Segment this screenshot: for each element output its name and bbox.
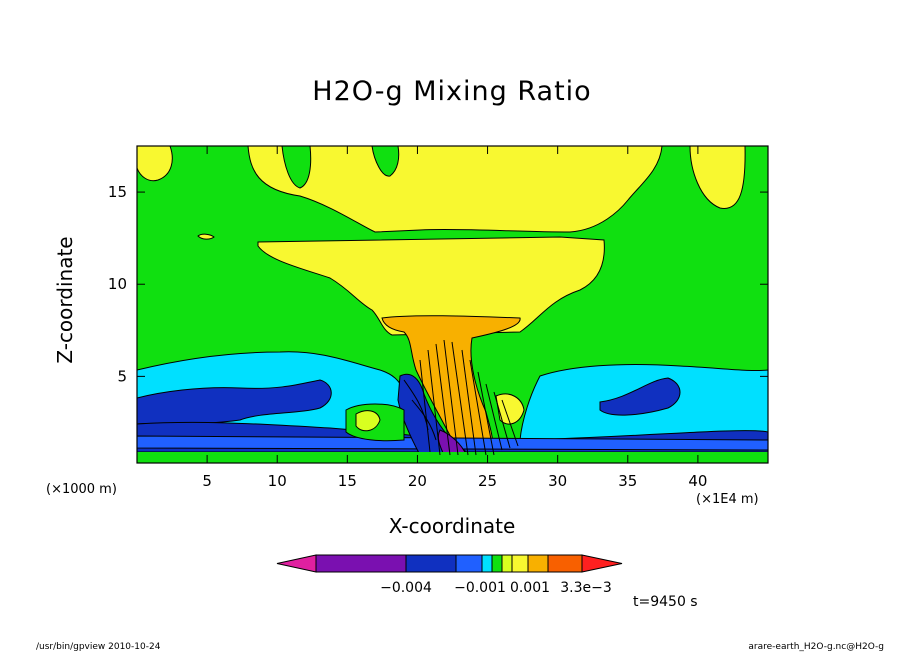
- plot-area: [137, 146, 768, 463]
- x-axis-label: X-coordinate: [388, 514, 516, 538]
- y-tick-label: 5: [117, 367, 127, 385]
- colorbar-segment: [491, 554, 503, 573]
- field-anvil-yellow: [257, 236, 605, 336]
- x-tick-label: 15: [338, 472, 357, 490]
- field-upper-yellow-right: [689, 146, 746, 209]
- x-tick-label: 10: [268, 472, 287, 490]
- contour-lines: [403, 339, 519, 456]
- x-tick-label: 35: [618, 472, 637, 490]
- footer-left: /usr/bin/gpview 2010-10-24: [36, 642, 161, 652]
- y-axis: 5 10 15: [108, 183, 768, 385]
- colorbar-label: 0.001: [510, 580, 550, 596]
- x-tick-label: 20: [408, 472, 427, 490]
- colorbar-segment: [511, 554, 529, 573]
- field-lower-blue-right: [599, 377, 681, 416]
- field-green-gap: [281, 146, 312, 189]
- colorbar-label: −0.001: [454, 580, 506, 596]
- x-axis: 5 10 15 20 25 30 35 40: [202, 146, 707, 490]
- colorbar-segment: [455, 554, 483, 573]
- colorbar-label: −0.004: [380, 580, 432, 596]
- colorbar-label: 3.3e−3: [560, 580, 612, 596]
- field-cluster-blue: [397, 373, 472, 456]
- colorbar-segment: [527, 554, 549, 573]
- colorbar-segment: [481, 554, 493, 573]
- field-green-gap: [371, 146, 400, 177]
- field-upper-yellow: [247, 146, 663, 233]
- y-tick-label: 15: [108, 183, 127, 201]
- footer-right: arare-earth_H2O-g.nc@H2O-g: [748, 642, 884, 652]
- colorbar-segment: [547, 554, 583, 573]
- colorbar-arrow-right: [581, 554, 623, 573]
- colorbar-segment: [405, 554, 457, 573]
- y-axis-label: Z-coordinate: [53, 236, 77, 364]
- colorbar: −0.004 −0.001 0.001 3.3e−3: [276, 554, 623, 596]
- field-upper-yellow-left: [137, 146, 173, 182]
- chart-title: H2O-g Mixing Ratio: [312, 76, 592, 107]
- field-cluster-yellow-left: [355, 410, 381, 432]
- field-anvil-yellow-small: [197, 233, 215, 240]
- colorbar-segment: [315, 554, 407, 573]
- x-tick-label: 30: [548, 472, 567, 490]
- field-orange-core: [381, 315, 521, 456]
- x-tick-label: 25: [478, 472, 497, 490]
- x-unit-right: (×1E4 m): [696, 492, 759, 507]
- x-tick-label: 5: [202, 472, 212, 490]
- time-label: t=9450 s: [633, 594, 698, 610]
- field-bottom-green: [137, 452, 768, 463]
- colorbar-segment: [501, 554, 513, 573]
- plot-frame: [136, 145, 769, 464]
- x-unit-left: (×1000 m): [46, 482, 117, 497]
- colorbar-arrow-left: [276, 554, 317, 573]
- y-tick-label: 10: [108, 275, 127, 293]
- x-tick-label: 40: [688, 472, 707, 490]
